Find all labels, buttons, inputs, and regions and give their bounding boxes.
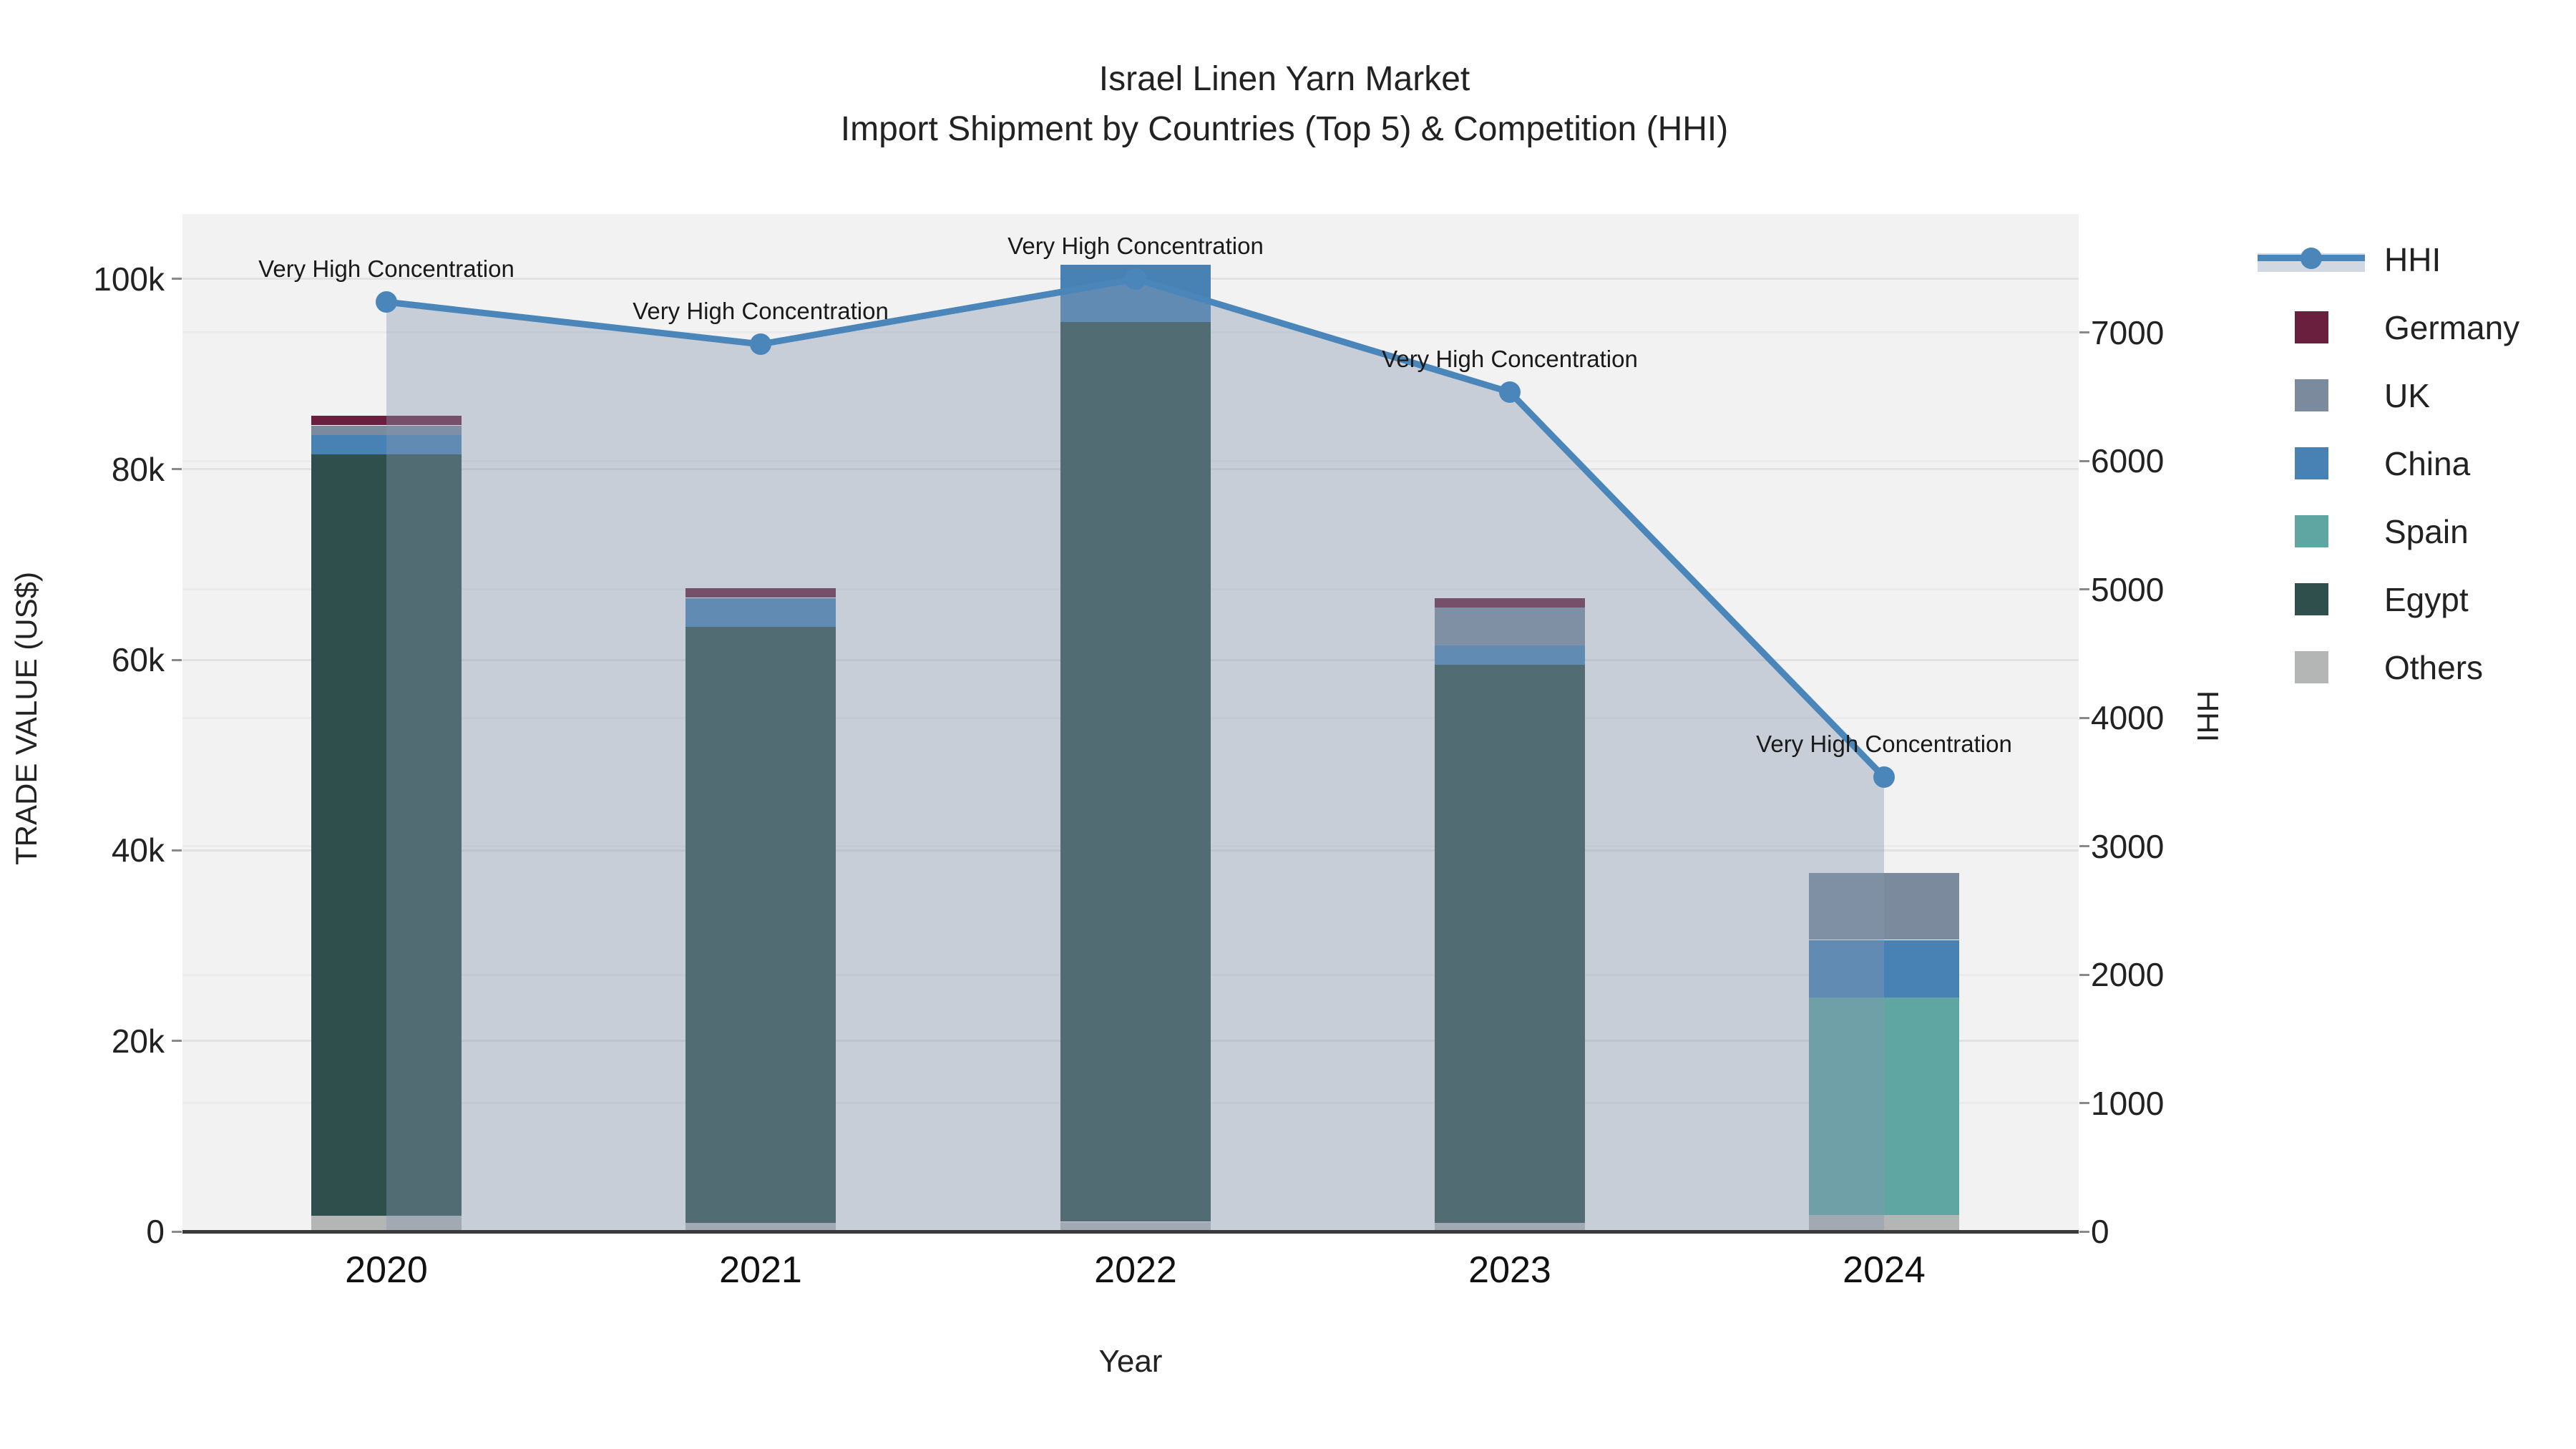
bar-2023-china: [1435, 645, 1585, 665]
y1-tick-label: 60k: [111, 641, 165, 678]
bar-2024-others: [1809, 1215, 1959, 1231]
uk-color-swatch: [2254, 379, 2368, 411]
bar-2024-spain: [1809, 997, 1959, 1215]
bar-2021-others: [686, 1223, 836, 1231]
bar-2022-egypt: [1060, 321, 1211, 1221]
x-axis-line: [182, 1230, 2079, 1234]
bar-2020-germany: [311, 416, 462, 425]
legend-label: China: [2384, 444, 2471, 482]
y1-tick-label: 40k: [111, 831, 165, 869]
legend-item-others[interactable]: Others: [2254, 633, 2519, 701]
y2-axis-title: HHI: [2191, 690, 2225, 743]
y2-tick-label: 2000: [2091, 956, 2165, 993]
x-tick-label: 2023: [1468, 1249, 1551, 1291]
y1-tickmark: [172, 468, 182, 470]
bar-2024-uk: [1809, 873, 1959, 940]
bar-2020-china: [311, 435, 462, 454]
y2-tick-label: 6000: [2091, 442, 2165, 479]
x-tick-label: 2021: [719, 1249, 802, 1291]
y2-tick-label: 3000: [2091, 828, 2165, 865]
bar-2023-germany: [1435, 598, 1585, 608]
y1-tick-label: 20k: [111, 1023, 165, 1060]
egypt-color-swatch: [2254, 583, 2368, 615]
legend-item-egypt[interactable]: Egypt: [2254, 565, 2519, 633]
bar-2021-germany: [686, 588, 836, 597]
hhi-marker-2023: [1499, 381, 1521, 403]
x-tick-label: 2022: [1094, 1249, 1177, 1291]
others-color-swatch: [2254, 651, 2368, 683]
legend-label: Spain: [2384, 512, 2469, 550]
y1-tickmark: [172, 1231, 182, 1233]
annotation-2021: Very High Concentration: [633, 298, 889, 324]
hhi-marker-2020: [376, 291, 397, 313]
y1-tickmark: [172, 849, 182, 852]
y2-tick-label: 4000: [2091, 699, 2165, 736]
y2-tick-label: 7000: [2091, 314, 2165, 351]
hhi-line-swatch: [2254, 243, 2368, 276]
legend-item-spain[interactable]: Spain: [2254, 497, 2519, 565]
bar-2020-others: [311, 1215, 462, 1231]
y1-tickmark: [172, 659, 182, 661]
chart-title-line2: Import Shipment by Countries (Top 5) & C…: [840, 110, 1729, 148]
legend-label: Egypt: [2384, 580, 2469, 618]
legend-label: Others: [2384, 648, 2484, 686]
hhi-marker-2022: [1125, 268, 1146, 290]
bar-2021-china: [686, 598, 836, 627]
y2-tickmark: [2079, 1231, 2089, 1233]
annotation-2024: Very High Concentration: [1756, 731, 2012, 757]
bar-2023-uk: [1435, 608, 1585, 645]
bar-2020-uk: [311, 426, 462, 435]
legend: HHI Germany UK China Spain Egypt Others: [2254, 225, 2519, 701]
legend-item-uk[interactable]: UK: [2254, 361, 2519, 429]
legend-item-germany[interactable]: Germany: [2254, 293, 2519, 361]
y1-tick-label: 80k: [111, 451, 165, 488]
spain-color-swatch: [2254, 515, 2368, 547]
y2-tickmark: [2079, 588, 2089, 590]
bar-2021-egypt: [686, 627, 836, 1223]
y1-tickmark: [172, 1040, 182, 1042]
x-tick-label: 2020: [345, 1249, 428, 1291]
y1-tick-label: 0: [146, 1213, 165, 1250]
annotation-2022: Very High Concentration: [1008, 233, 1264, 259]
x-tick-label: 2024: [1843, 1249, 1926, 1291]
hhi-marker-2024: [1873, 766, 1895, 788]
y2-tick-label: 5000: [2091, 571, 2165, 608]
bar-2022-others: [1060, 1222, 1211, 1231]
legend-label: UK: [2384, 376, 2430, 414]
annotation-2023: Very High Concentration: [1382, 346, 1638, 372]
x-axis-title: Year: [1098, 1344, 1163, 1379]
y2-tickmark: [2079, 717, 2089, 719]
y2-tickmark: [2079, 331, 2089, 333]
y2-tickmark: [2079, 1102, 2089, 1104]
bar-2024-china: [1809, 940, 1959, 997]
legend-item-china[interactable]: China: [2254, 429, 2519, 497]
legend-label: Germany: [2384, 308, 2520, 346]
germany-color-swatch: [2254, 311, 2368, 343]
y2-tickmark: [2079, 845, 2089, 847]
y1-tick-label: 100k: [93, 260, 165, 298]
legend-item-hhi[interactable]: HHI: [2254, 225, 2519, 293]
china-color-swatch: [2254, 447, 2368, 479]
legend-label: HHI: [2384, 240, 2441, 278]
bar-2023-egypt: [1435, 665, 1585, 1223]
chart-title-line1: Israel Linen Yarn Market: [1098, 60, 1470, 98]
y2-tickmark: [2079, 460, 2089, 462]
y-axis-title: TRADE VALUE (US$): [9, 572, 43, 865]
y2-tick-label: 0: [2091, 1213, 2109, 1250]
bar-2020-egypt: [311, 454, 462, 1216]
annotation-2020: Very High Concentration: [258, 255, 514, 282]
hhi-marker-2021: [750, 333, 771, 355]
bar-2023-others: [1435, 1223, 1585, 1231]
y2-tickmark: [2079, 974, 2089, 976]
y2-tick-label: 1000: [2091, 1085, 2165, 1122]
y1-tickmark: [172, 278, 182, 280]
hhi-area-fill: [386, 279, 1884, 1231]
